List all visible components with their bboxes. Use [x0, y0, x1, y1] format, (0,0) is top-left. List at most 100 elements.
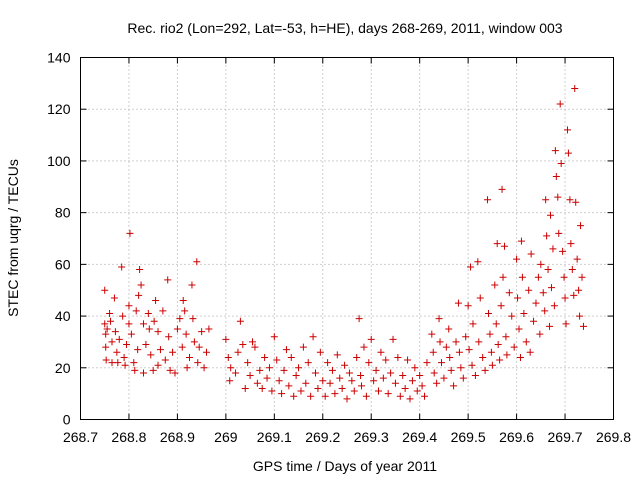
data-point	[275, 377, 283, 385]
data-point	[362, 392, 370, 400]
data-point	[280, 366, 288, 374]
data-point	[102, 330, 110, 338]
data-point	[120, 353, 128, 361]
y-tick-label: 0	[63, 412, 71, 428]
data-point	[299, 343, 307, 351]
data-point	[365, 359, 373, 367]
data-point	[236, 317, 244, 325]
data-point	[357, 372, 365, 380]
data-point	[108, 338, 116, 346]
data-point	[123, 341, 131, 349]
data-point	[132, 307, 140, 315]
x-tick-label: 269.7	[548, 429, 583, 445]
data-point	[389, 335, 397, 343]
plot-frame	[80, 57, 614, 420]
data-point	[468, 361, 476, 369]
data-point	[547, 211, 555, 219]
data-point	[145, 325, 153, 333]
data-point	[396, 392, 404, 400]
data-point	[459, 374, 467, 382]
data-point	[401, 384, 409, 392]
data-point	[567, 240, 575, 248]
data-point	[321, 392, 329, 400]
data-point	[560, 273, 568, 281]
data-point	[544, 266, 552, 274]
data-point	[527, 250, 535, 258]
data-point	[573, 255, 581, 263]
data-point	[194, 359, 202, 367]
data-point	[510, 343, 518, 351]
data-point	[302, 379, 310, 387]
data-point	[292, 372, 300, 380]
data-point	[326, 379, 334, 387]
data-point	[423, 359, 431, 367]
data-point	[517, 237, 525, 245]
data-point	[142, 341, 150, 349]
data-point	[513, 255, 521, 263]
data-point	[200, 364, 208, 372]
data-point	[536, 330, 544, 338]
data-point	[481, 366, 489, 374]
data-point	[549, 245, 557, 253]
data-point	[102, 356, 110, 364]
data-point	[566, 196, 574, 204]
data-point	[355, 315, 363, 323]
data-point	[227, 364, 235, 372]
data-point	[541, 307, 549, 315]
data-point	[134, 346, 142, 354]
data-point	[345, 369, 353, 377]
data-point	[161, 356, 169, 364]
data-point	[136, 266, 144, 274]
data-point	[562, 320, 570, 328]
data-point	[263, 374, 271, 382]
data-point	[572, 198, 580, 206]
data-point	[147, 351, 155, 359]
data-point	[137, 281, 145, 289]
data-point	[554, 193, 562, 201]
data-point	[503, 351, 511, 359]
data-point	[328, 366, 336, 374]
data-point	[119, 312, 127, 320]
data-point	[522, 338, 530, 346]
data-point	[499, 273, 507, 281]
y-tick-label: 120	[47, 101, 71, 117]
data-point	[570, 291, 578, 299]
data-point	[111, 328, 119, 336]
data-point	[479, 353, 487, 361]
data-point	[539, 289, 547, 297]
x-tick-label: 269.2	[305, 429, 340, 445]
data-point	[446, 353, 454, 361]
data-point	[304, 359, 312, 367]
data-point	[556, 100, 564, 108]
data-point	[542, 196, 550, 204]
data-point	[226, 377, 234, 385]
data-point	[520, 309, 528, 317]
y-tick-label: 80	[55, 205, 71, 221]
data-point	[253, 379, 261, 387]
data-point	[502, 333, 510, 341]
data-point	[169, 348, 177, 356]
data-point	[505, 289, 513, 297]
data-point	[195, 343, 203, 351]
data-point	[118, 263, 126, 271]
data-point	[333, 351, 341, 359]
data-point	[154, 328, 162, 336]
data-point	[484, 196, 492, 204]
data-point	[421, 392, 429, 400]
data-point	[379, 374, 387, 382]
data-point	[251, 343, 259, 351]
data-point	[370, 377, 378, 385]
data-points	[101, 85, 587, 403]
data-point	[508, 312, 516, 320]
data-point	[394, 353, 402, 361]
data-point	[518, 273, 526, 281]
data-point	[139, 369, 147, 377]
data-point	[182, 330, 190, 338]
data-point	[555, 229, 563, 237]
data-point	[471, 372, 479, 380]
data-point	[343, 395, 351, 403]
data-point	[486, 330, 494, 338]
data-point	[399, 372, 407, 380]
data-point	[341, 361, 349, 369]
y-axis-title: STEC from uqrg / TECUs	[5, 159, 21, 317]
